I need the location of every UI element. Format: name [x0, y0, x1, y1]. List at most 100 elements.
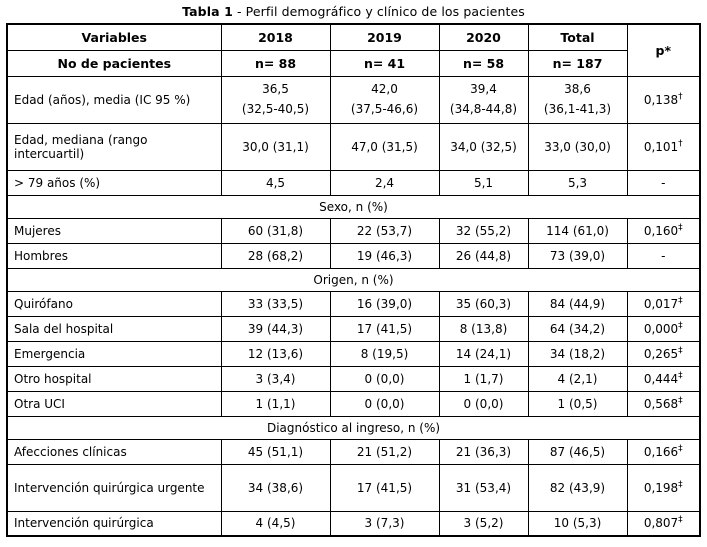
p-value: -: [661, 248, 666, 263]
cell-total: 4 (2,1): [527, 365, 628, 392]
cell-2019: 47,0 (31,5): [329, 122, 440, 171]
cell-total: 5,3: [527, 169, 628, 196]
cell-2018: 36,5 (32,5-40,5): [220, 75, 331, 124]
section-label: Diagnóstico al ingreso, n (%): [6, 415, 701, 440]
p-value: 0,807: [643, 516, 679, 531]
cell-2018: 34 (38,6): [220, 463, 331, 512]
table-row-clinical-conditions: Afecciones clínicas 45 (51,1) 21 (51,2) …: [6, 438, 701, 465]
p-value: 0,160: [643, 223, 679, 238]
cell-2019: 0 (0,0): [329, 365, 440, 392]
cell-total: 84 (44,9): [527, 290, 628, 317]
row-label: Intervención quirúrgica: [6, 510, 222, 537]
col-header-2018: 2018: [220, 23, 331, 51]
cell-p-value: 0,166‡: [626, 438, 701, 465]
p-footnote-marker: ‡: [678, 345, 683, 356]
cell-2018: 45 (51,1): [220, 438, 331, 465]
table-row-age-median: Edad, mediana (rango intercuartil) 30,0 …: [6, 122, 701, 171]
patients-count-label: No de pacientes: [6, 49, 222, 77]
cell-2019: 3 (7,3): [329, 510, 440, 537]
cell-2018: 3 (3,4): [220, 365, 331, 392]
cell-total: 73 (39,0): [527, 242, 628, 269]
row-label: Emergencia: [6, 340, 222, 367]
p-footnote-marker: ‡: [678, 320, 683, 331]
col-header-2020: 2020: [438, 23, 529, 51]
cell-p-value: -: [626, 242, 701, 269]
cell-2018: 33 (33,5): [220, 290, 331, 317]
cell-p-value: 0,138†: [626, 75, 701, 124]
cell-2020: 1 (1,7): [438, 365, 529, 392]
cell-p-value: 0,265‡: [626, 340, 701, 367]
p-footnote-marker: ‡: [678, 370, 683, 381]
cell-2020: 34,0 (32,5): [438, 122, 529, 171]
row-label: Edad, mediana (rango intercuartil): [6, 122, 222, 171]
p-footnote-marker: ‡: [678, 395, 683, 406]
cell-total: 114 (61,0): [527, 217, 628, 244]
patients-demographics-table: Variables 2018 2019 2020 Total p* No de …: [6, 23, 701, 537]
cell-2020: 21 (36,3): [438, 438, 529, 465]
cell-total: 64 (34,2): [527, 315, 628, 342]
p-value: 0,568: [643, 396, 679, 411]
table-row-urgent-surgery: Intervención quirúrgica urgente 34 (38,6…: [6, 463, 701, 512]
cell-2018: 1 (1,1): [220, 390, 331, 417]
cell-2019: 0 (0,0): [329, 390, 440, 417]
col-header-variables: Variables: [6, 23, 222, 51]
cell-total: 33,0 (30,0): [527, 122, 628, 171]
cell-2020: 26 (44,8): [438, 242, 529, 269]
col-header-total: Total: [527, 23, 628, 51]
table-row-over-79: > 79 años (%) 4,5 2,4 5,1 5,3 -: [6, 169, 701, 196]
p-footnote-marker: †: [678, 138, 683, 149]
cell-2019: 42,0 (37,5-46,6): [329, 75, 440, 124]
cell-2018: 4 (4,5): [220, 510, 331, 537]
cell-2019: 19 (46,3): [329, 242, 440, 269]
cell-2019: 2,4: [329, 169, 440, 196]
row-label: Otra UCI: [6, 390, 222, 417]
patients-n-2020: n= 58: [438, 49, 529, 77]
cell-p-value: 0,198‡: [626, 463, 701, 512]
section-label: Origen, n (%): [6, 267, 701, 292]
row-label: Sala del hospital: [6, 315, 222, 342]
p-value: 0,166: [643, 444, 679, 459]
cell-total: 82 (43,9): [527, 463, 628, 512]
cell-total: 1 (0,5): [527, 390, 628, 417]
cell-2019: 21 (51,2): [329, 438, 440, 465]
cell-2018: 28 (68,2): [220, 242, 331, 269]
table-row-men: Hombres 28 (68,2) 19 (46,3) 26 (44,8) 73…: [6, 242, 701, 269]
cell-p-value: -: [626, 169, 701, 196]
section-label: Sexo, n (%): [6, 194, 701, 219]
table-title-text: - Perfil demográfico y clínico de los pa…: [232, 4, 525, 19]
cell-2020: 39,4 (34,8-44,8): [438, 75, 529, 124]
p-value: 0,017: [643, 296, 679, 311]
col-header-2019: 2019: [329, 23, 440, 51]
cell-2019: 17 (41,5): [329, 463, 440, 512]
cell-2020: 14 (24,1): [438, 340, 529, 367]
p-footnote-marker: ‡: [678, 443, 683, 454]
cell-2018: 12 (13,6): [220, 340, 331, 367]
p-footnote-marker: ‡: [678, 222, 683, 233]
cell-2020: 0 (0,0): [438, 390, 529, 417]
row-label: Quirófano: [6, 290, 222, 317]
section-row-sex: Sexo, n (%): [6, 194, 701, 219]
row-label: Hombres: [6, 242, 222, 269]
p-value: 0,198: [643, 480, 679, 495]
table-row-emergency: Emergencia 12 (13,6) 8 (19,5) 14 (24,1) …: [6, 340, 701, 367]
cell-p-value: 0,568‡: [626, 390, 701, 417]
section-row-origin: Origen, n (%): [6, 267, 701, 292]
p-value: 0,101: [643, 139, 679, 154]
cell-total: 87 (46,5): [527, 438, 628, 465]
cell-p-value: 0,101†: [626, 122, 701, 171]
p-footnote-marker: ‡: [678, 479, 683, 490]
p-value: 0,000: [643, 321, 679, 336]
p-footnote-marker: ‡: [678, 515, 683, 526]
header-row-patient-counts: No de pacientes n= 88 n= 41 n= 58 n= 187: [6, 49, 700, 77]
header-row-years: Variables 2018 2019 2020 Total p*: [6, 23, 701, 77]
cell-2020: 32 (55,2): [438, 217, 529, 244]
cell-2020: 8 (13,8): [438, 315, 529, 342]
p-footnote-marker: †: [678, 91, 683, 102]
row-label: Mujeres: [6, 217, 222, 244]
cell-total: 38,6 (36,1-41,3): [527, 75, 628, 124]
row-label: > 79 años (%): [6, 169, 222, 196]
cell-p-value: 0,807‡: [626, 510, 701, 537]
cell-2019: 16 (39,0): [329, 290, 440, 317]
cell-2020: 5,1: [438, 169, 529, 196]
cell-2019: 22 (53,7): [329, 217, 440, 244]
